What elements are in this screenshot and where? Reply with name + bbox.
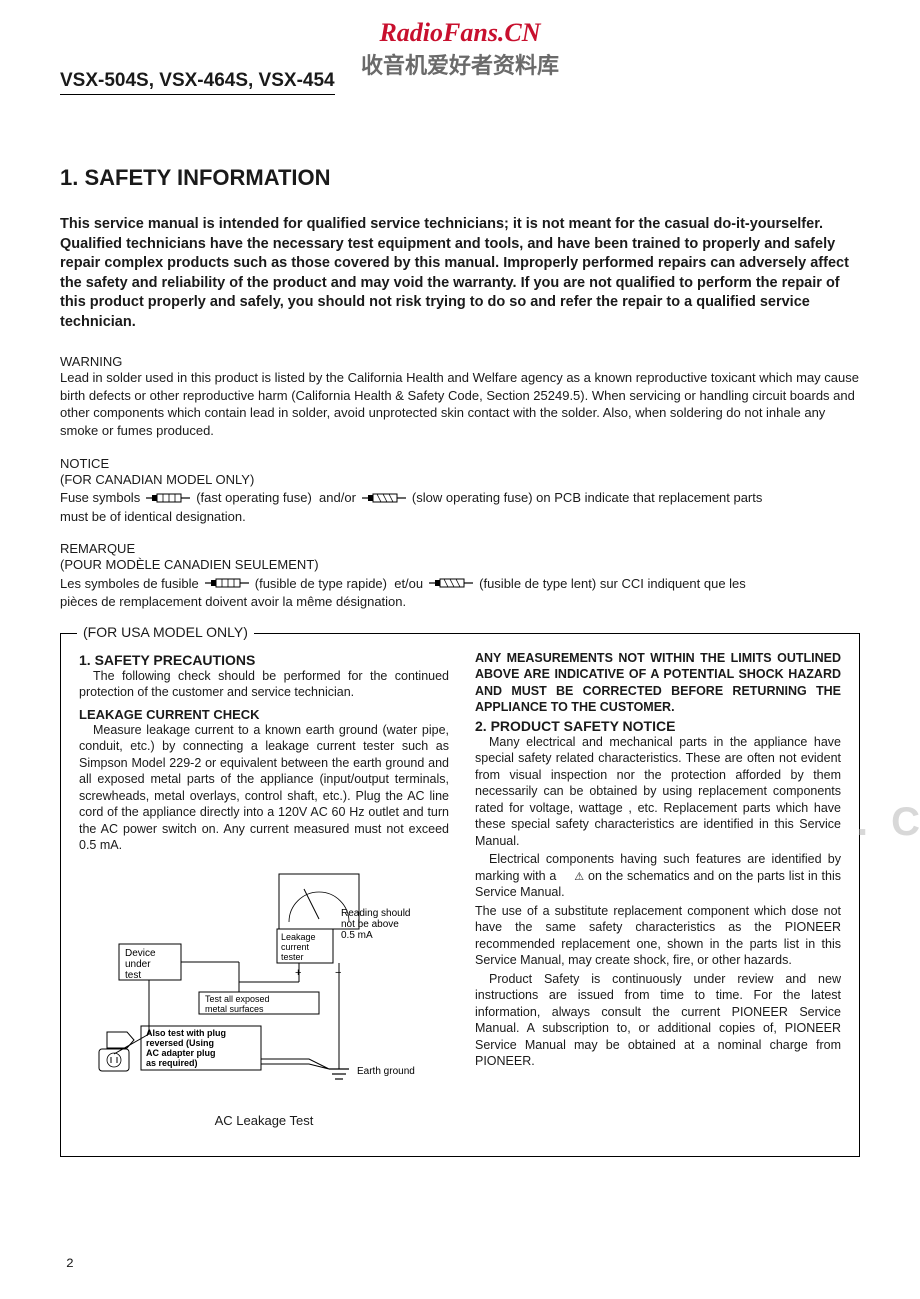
fuse-slow-icon [362,492,406,504]
leakage-check-title: LEAKAGE CURRENT CHECK [79,707,449,722]
svg-text:tester: tester [281,952,304,962]
notice-pre: Fuse symbols [60,488,140,508]
diagram-probe-label: Test all exposed [205,994,270,1004]
section-safety-title: 1. SAFETY INFORMATION [60,165,860,191]
remarque-pre: Les symboles de fusible [60,574,199,594]
notice-fuse-line: Fuse symbols (fast operating fuse) and/o… [60,488,860,508]
product-safety-title: 2. PRODUCT SAFETY NOTICE [475,718,841,734]
fuse-fast-icon [205,577,249,589]
warning-heading: WARNING [60,354,860,369]
ac-leakage-diagram: Leakage current tester Reading should no… [79,864,449,1128]
svg-text:current: current [281,942,310,952]
remarque-tail: pièces de remplacement doivent avoir la … [60,593,860,611]
product-safety-p2: Electrical components having such featur… [475,851,841,901]
diagram-device-label: Device [125,948,156,959]
notice-subheading: (FOR CANADIAN MODEL ONLY) [60,471,860,489]
diagram-ground-label: Earth ground [357,1066,415,1077]
right-column: ANY MEASUREMENTS NOT WITHIN THE LIMITS O… [475,650,841,1128]
product-safety-p1: Many electrical and mechanical parts in … [475,734,841,850]
notice-heading: NOTICE [60,456,860,471]
svg-text:−: − [335,967,341,979]
warning-body: Lead in solder used in this product is l… [60,369,860,439]
notice-mid1: (fast operating fuse) and/or [196,488,356,508]
svg-text:not be above: not be above [341,919,399,930]
svg-text:0.5 mA: 0.5 mA [341,930,373,941]
product-safety-p3: The use of a substitute replacement comp… [475,903,841,969]
usa-box-label: (FOR USA MODEL ONLY) [77,624,254,640]
remarque-fuse-line: Les symboles de fusible (fusible de type… [60,574,860,594]
notice-tail: must be of identical designation. [60,508,860,526]
svg-text:as required): as required) [146,1058,198,1068]
triangle-warning-icon: ⚠ [560,870,584,885]
remarque-subheading: (POUR MODÈLE CANADIEN SEULEMENT) [60,556,860,574]
fuse-fast-icon [146,492,190,504]
remarque-heading: REMARQUE [60,541,860,556]
product-safety-p4: Product Safety is continuously under rev… [475,971,841,1070]
usa-model-box: (FOR USA MODEL ONLY) 1. SAFETY PRECAUTIO… [60,633,860,1157]
intro-warning: This service manual is intended for qual… [60,215,860,332]
svg-text:test: test [125,970,141,981]
watermark-line1: RadioFans.CN [361,18,559,48]
diagram-caption: AC Leakage Test [79,1113,449,1128]
fuse-slow-icon [429,577,473,589]
safety-precautions-title: 1. SAFETY PRECAUTIONS [79,652,449,668]
safety-precautions-body: The following check should be performed … [79,668,449,701]
diagram-tester-label: Leakage [281,932,316,942]
remarque-mid1: (fusible de type rapide) et/ou [255,574,423,594]
diagram-svg: Leakage current tester Reading should no… [79,864,449,1104]
svg-text:+: + [295,967,301,979]
watermark-line2: 收音机爱好者资料库 [361,48,559,80]
left-column: 1. SAFETY PRECAUTIONS The following chec… [79,650,449,1128]
measurement-warning: ANY MEASUREMENTS NOT WITHIN THE LIMITS O… [475,650,841,716]
two-column-layout: 1. SAFETY PRECAUTIONS The following chec… [79,650,841,1128]
watermark-top: RadioFans.CN 收音机爱好者资料库 [361,18,559,80]
remarque-mid2: (fusible de type lent) sur CCI indiquent… [479,574,746,594]
svg-text:metal surfaces: metal surfaces [205,1004,264,1014]
svg-text:AC adapter plug: AC adapter plug [146,1048,216,1058]
svg-text:reversed (Using: reversed (Using [146,1038,214,1048]
notice-mid2: (slow operating fuse) on PCB indicate th… [412,488,762,508]
page-number: 2 [66,1256,74,1271]
side-watermark: . C [857,800,920,845]
diagram-reverse-label: Also test with plug [146,1028,226,1038]
diagram-reading-label: Reading should [341,908,411,919]
model-header: VSX-504S, VSX-464S, VSX-454 [60,70,335,95]
svg-text:under: under [125,959,151,970]
leakage-check-body: Measure leakage current to a known earth… [79,722,449,854]
